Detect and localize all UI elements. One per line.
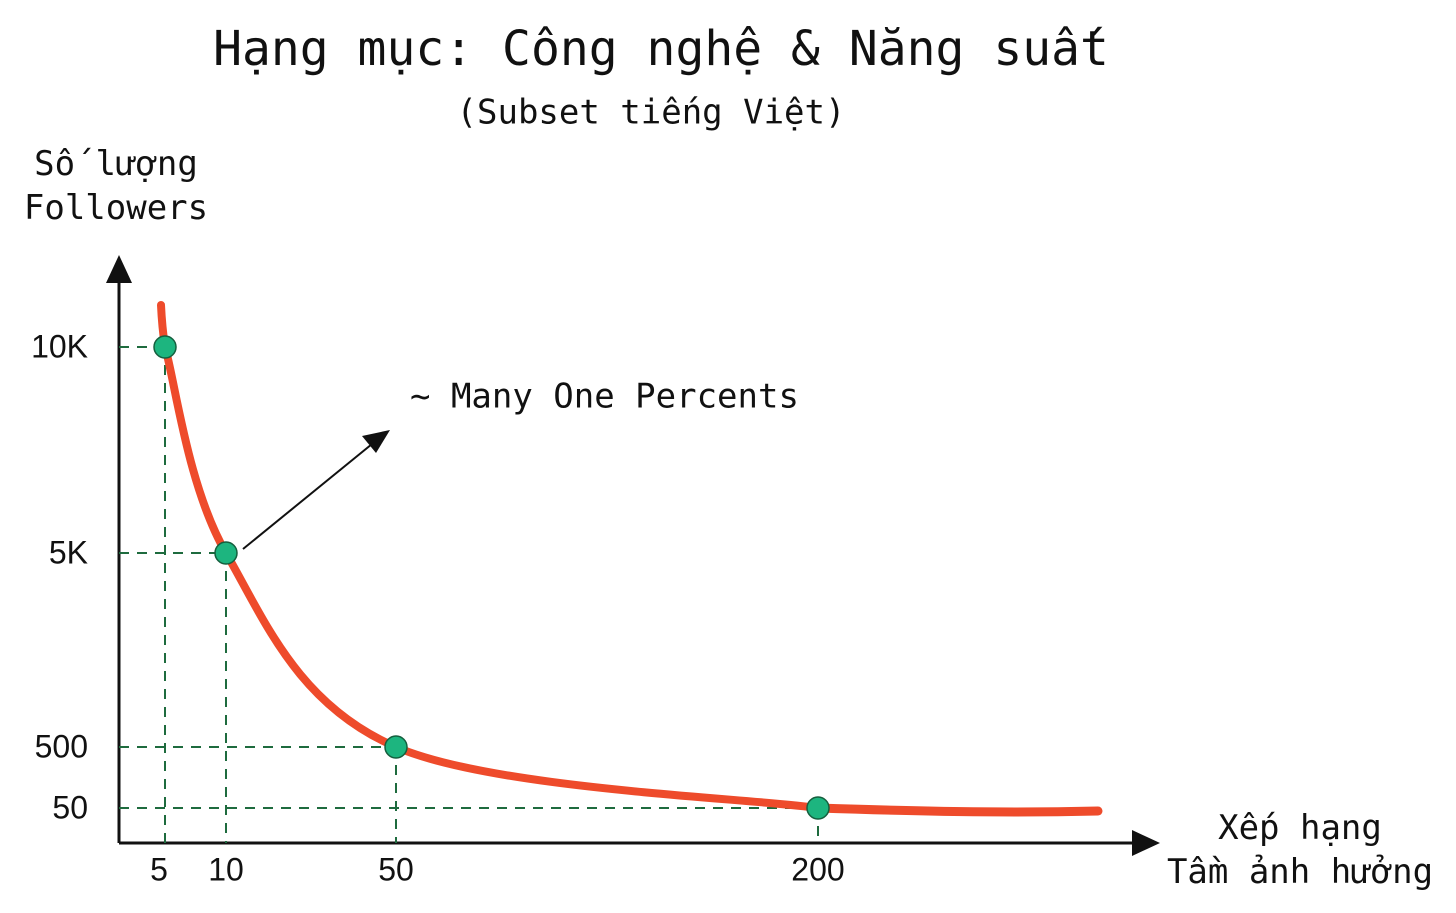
point — [153, 335, 177, 359]
curve-tail — [813, 803, 1103, 817]
annotation-arrow — [242, 443, 373, 550]
y-tick-label: 5K — [49, 534, 88, 570]
x-tick-label: 200 — [791, 851, 844, 887]
y-tick-label: 500 — [35, 728, 88, 764]
y-tick-label: 50 — [52, 789, 88, 825]
x-tick-label: 50 — [378, 851, 414, 887]
line — [161, 343, 822, 812]
x-axis-label: Xếp hạng Tầm ảnh hưởng — [1166, 808, 1434, 892]
y-axis-label: Số lượng Followers — [23, 144, 209, 228]
x-axis-arrow — [1132, 830, 1160, 856]
y-axis-arrow — [106, 255, 132, 283]
chart-subtitle: (Subset tiếng Việt) — [457, 93, 846, 133]
point — [806, 796, 830, 820]
point — [384, 735, 408, 759]
x-tick-label: 5 — [150, 851, 168, 887]
point — [214, 541, 238, 565]
x-tick-label: 10 — [208, 851, 244, 887]
annotation-arrowhead — [362, 430, 390, 453]
annotation: ~ Many One Percents — [410, 377, 799, 417]
y-tick-label: 10K — [31, 328, 88, 364]
chart-title: Hạng mục: Công nghệ & Năng suất — [213, 21, 1109, 77]
